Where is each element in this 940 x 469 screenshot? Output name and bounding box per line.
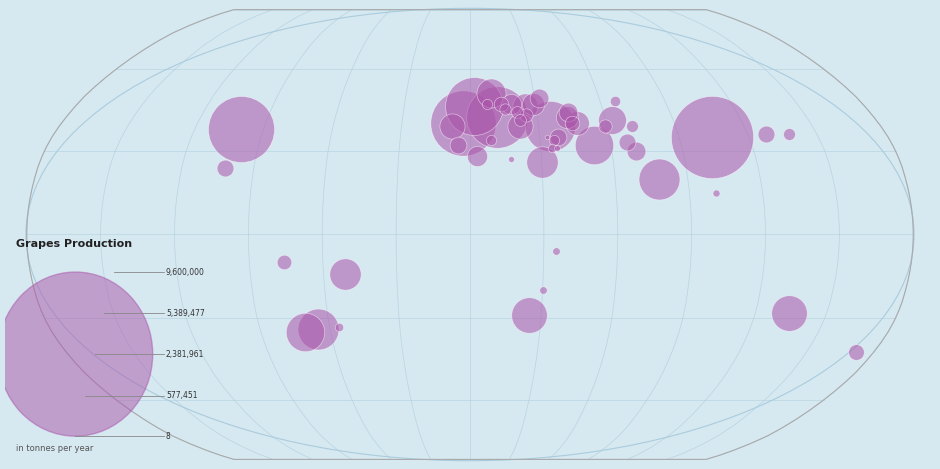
Point [301,208,316,216]
Point [570,119,585,127]
Text: 9,600,000: 9,600,000 [166,267,205,277]
Point [338,270,353,277]
Point [272,169,287,177]
Point [709,189,724,197]
Point [512,116,527,124]
Text: 2,381,961: 2,381,961 [166,350,204,359]
Point [651,175,666,182]
Point [504,100,519,107]
Point [542,122,557,129]
Point [607,97,622,105]
Point [509,108,525,116]
Point [522,311,537,319]
Point [298,328,313,336]
Point [540,133,555,141]
Point [525,100,540,107]
Point [759,130,774,138]
Point [332,323,347,330]
Text: 577,451: 577,451 [166,392,197,401]
Point [456,119,471,127]
Point [557,189,572,197]
Point [512,122,527,129]
Point [534,158,549,166]
Point [624,122,639,129]
Point [619,139,634,146]
Point [604,116,619,124]
Point [276,258,291,266]
Point [535,287,550,294]
Text: in tonnes per year: in tonnes per year [16,444,93,453]
Point [484,89,499,97]
Point [217,164,232,171]
Point [467,103,482,110]
Point [506,292,521,300]
Point [559,113,574,121]
Point [451,142,466,149]
Point [498,106,513,113]
Point [696,178,711,185]
Point [480,100,495,107]
Point [311,325,326,333]
Point [628,147,643,155]
Point [781,309,796,316]
Point [560,205,575,213]
Point [522,242,537,250]
Point [531,95,546,102]
Point [576,287,591,294]
Point [305,278,320,286]
Text: 8: 8 [166,431,171,440]
Point [704,133,719,141]
Point [470,153,485,160]
Point [565,119,580,127]
Point [560,108,575,116]
Point [781,130,796,138]
Point [503,155,518,163]
Point [445,122,460,129]
Point [587,142,602,149]
Point [549,248,564,255]
Point [550,144,565,152]
Point [490,113,505,121]
Text: 5,389,477: 5,389,477 [166,309,205,318]
Point [597,122,612,129]
Point [483,136,498,144]
Point [849,348,864,356]
Point [233,125,248,132]
Point [518,111,533,119]
Point [493,100,508,107]
Circle shape [0,272,152,436]
Ellipse shape [26,8,914,461]
Point [546,136,561,144]
Text: Grapes Production: Grapes Production [16,239,132,249]
Point [551,133,566,141]
Point [517,103,532,110]
Point [545,144,560,152]
